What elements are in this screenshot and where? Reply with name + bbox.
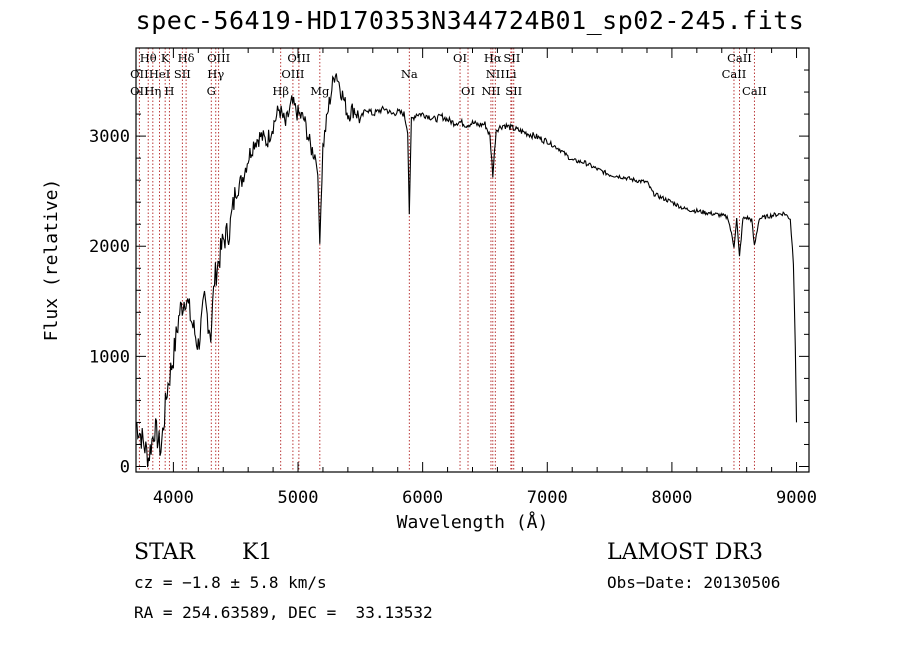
plot-frame <box>135 47 810 473</box>
y-tick-label: 0 <box>120 457 130 477</box>
spectral-line-label: Li <box>505 67 517 81</box>
spectral-line-label: OII <box>130 67 149 81</box>
spectral-line-label: Hθ <box>140 51 157 65</box>
spectral-line-label: Hβ <box>272 84 289 98</box>
spectral-line-label: CaII <box>727 51 752 65</box>
spectral-line-label: Hη <box>144 84 161 98</box>
spectral-line-label: SII <box>505 84 522 98</box>
cz-value: cz = −1.8 ± 5.8 km/s <box>134 573 327 592</box>
y-axis-label: Flux (relative) <box>41 179 62 342</box>
spectral-line-label: CaII <box>742 84 767 98</box>
spectral-line-label: OIII <box>281 67 304 81</box>
coordinates: RA = 254.63589, DEC = 33.13532 <box>134 603 433 622</box>
y-tick-label: 3000 <box>89 127 130 147</box>
spectral-line-label: OIII <box>287 51 310 65</box>
spectral-line-label: Hγ <box>207 67 224 81</box>
x-axis-label: Wavelength (Å) <box>397 511 549 533</box>
spectral-line-label: Hα <box>484 51 502 65</box>
spectral-line-label: Na <box>401 67 418 81</box>
spectral-line-label: Mg <box>310 84 330 98</box>
spectral-line-label: OIII <box>207 51 230 65</box>
chart-title: spec-56419-HD170353N344724B01_sp02-245.f… <box>135 6 805 35</box>
spectral-line-label: OI <box>461 84 475 98</box>
survey-label: LAMOST DR3 <box>607 540 763 565</box>
spectral-line-label: OI <box>453 51 467 65</box>
spectral-line-label: OII <box>130 84 149 98</box>
x-tick-label: 4000 <box>153 488 194 508</box>
spectral-line-label: SII <box>174 67 191 81</box>
spectral-line-label: SII <box>503 51 520 65</box>
y-tick-label: 1000 <box>89 347 130 367</box>
x-tick-label: 8000 <box>651 488 692 508</box>
x-tick-label: 5000 <box>278 488 319 508</box>
spectral-line-label: HeI <box>149 67 170 81</box>
x-tick-label: 6000 <box>402 488 443 508</box>
line-markers <box>138 48 755 472</box>
x-tick-label: 7000 <box>527 488 568 508</box>
axis-ticks: 4000 5000 6000 7000 8000 9000 0 1000 2000 3000 <box>89 48 817 508</box>
spectral-line-label: G <box>207 84 216 98</box>
spectral-line-label: Hδ <box>178 51 195 65</box>
spectral-line-label: H <box>164 84 174 98</box>
spectral-line-label: CaII <box>722 67 747 81</box>
spectrum-line <box>135 73 798 468</box>
spectral-line-label: NII <box>481 84 500 98</box>
spectral-line-label: K <box>161 51 170 65</box>
x-tick-label: 9000 <box>776 488 817 508</box>
obs-date: Obs−Date: 20130506 <box>607 573 781 592</box>
spectral-line-label: NII <box>486 67 505 81</box>
y-tick-label: 2000 <box>89 237 130 257</box>
object-subclass: K1 <box>242 540 273 565</box>
object-class: STAR <box>134 540 195 565</box>
